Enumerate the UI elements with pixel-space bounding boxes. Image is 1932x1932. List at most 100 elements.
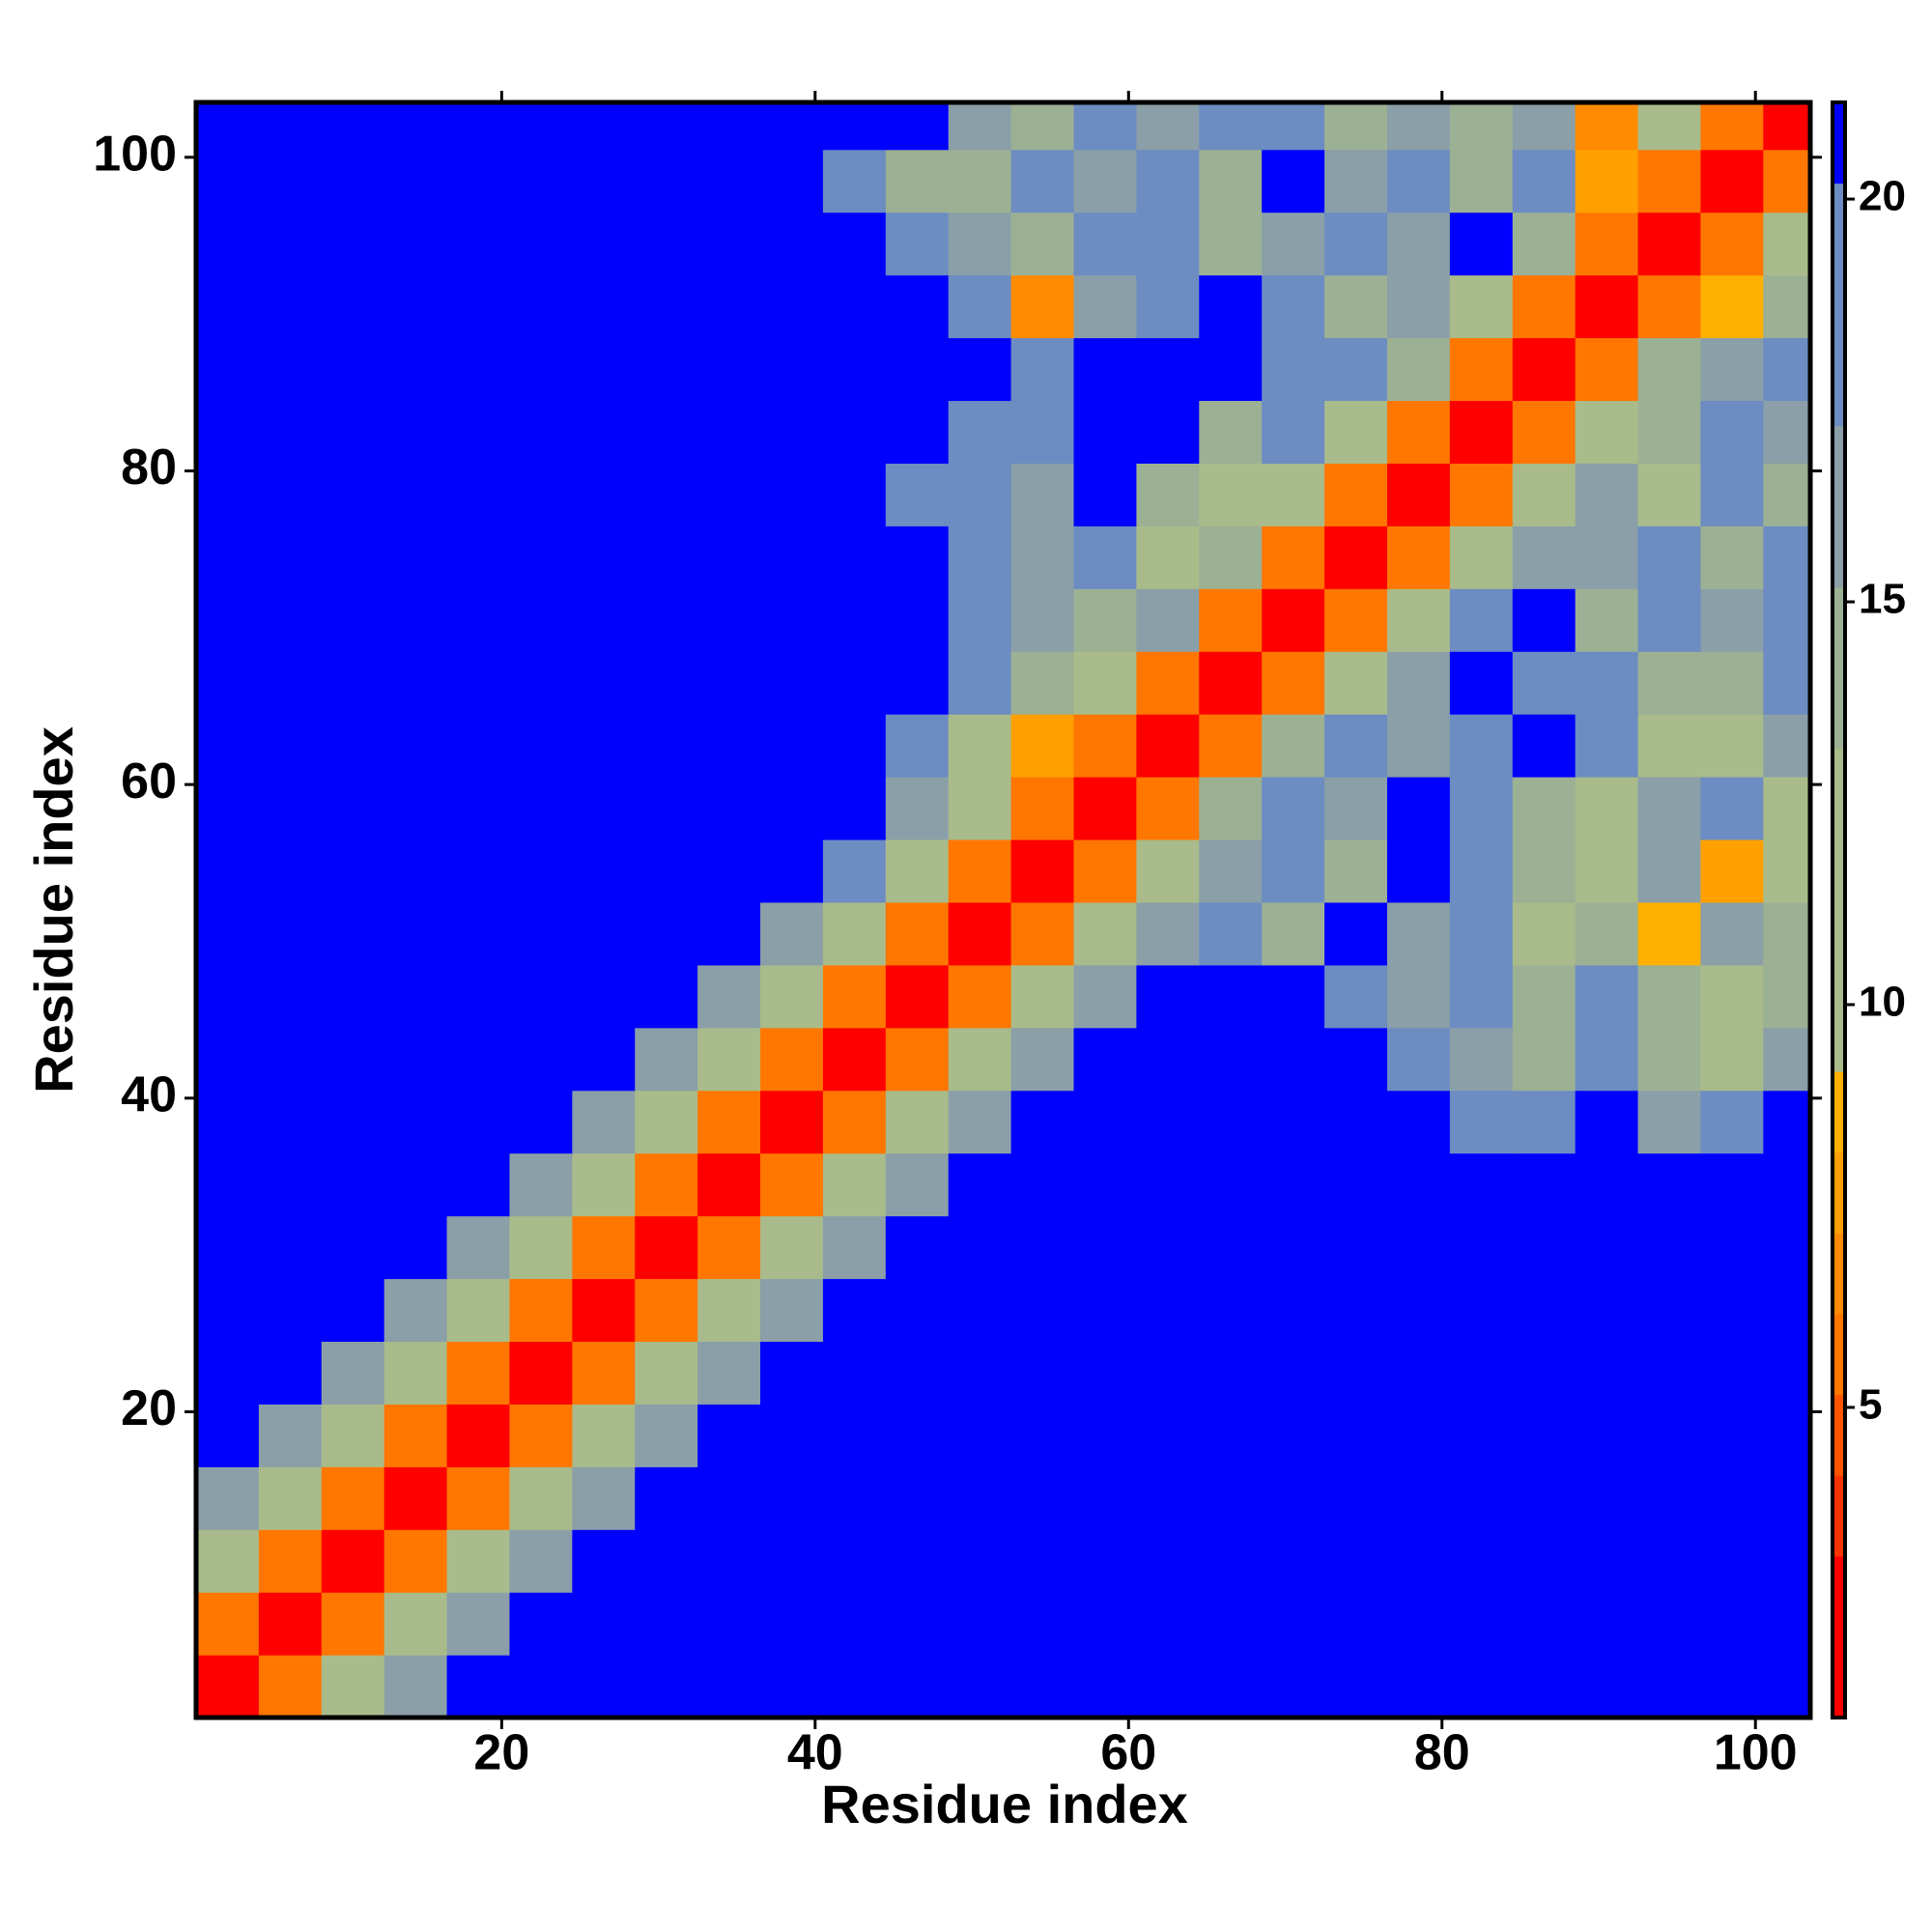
heatmap-cell	[384, 1278, 448, 1343]
heatmap-cell	[1324, 714, 1388, 778]
heatmap-cell	[321, 1215, 385, 1280]
heatmap-cell	[384, 1341, 448, 1405]
heatmap-cell	[1073, 1529, 1137, 1593]
heatmap-cell	[1700, 588, 1764, 652]
heatmap-cell	[1010, 1655, 1075, 1718]
heatmap-cell	[1700, 1152, 1764, 1217]
heatmap-cell	[1763, 1278, 1810, 1343]
heatmap-cell	[1136, 838, 1200, 903]
heatmap-cell	[760, 1592, 824, 1656]
heatmap-cell	[1512, 1090, 1577, 1154]
heatmap-cell	[321, 1655, 385, 1718]
heatmap-cell	[258, 1404, 323, 1467]
heatmap-cell	[1700, 1529, 1764, 1593]
heatmap-cell	[572, 1655, 636, 1718]
heatmap-cell	[384, 337, 448, 402]
heatmap-cell	[384, 1090, 448, 1154]
heatmap-cell	[384, 1529, 448, 1593]
heatmap-cell	[509, 1027, 573, 1092]
heatmap-cell	[1637, 651, 1702, 715]
heatmap-cell	[1575, 651, 1639, 715]
heatmap-cell	[321, 714, 385, 778]
heatmap-cell	[1010, 1529, 1075, 1593]
heatmap-cell	[1386, 102, 1451, 151]
heatmap-cell	[635, 1027, 698, 1092]
heatmap-cell	[1199, 1529, 1263, 1593]
heatmap-cell	[697, 588, 761, 652]
heatmap-cell	[1449, 1466, 1514, 1530]
heatmap-cell	[572, 714, 636, 778]
heatmap-cell	[321, 1152, 385, 1217]
heatmap-cell	[1136, 1215, 1200, 1280]
heatmap-cell	[1262, 400, 1325, 464]
heatmap-cell	[1073, 102, 1137, 151]
heatmap-cell	[1262, 1152, 1325, 1217]
heatmap-cell	[885, 1655, 950, 1718]
heatmap-cell	[822, 1215, 887, 1280]
heatmap-cell	[1199, 1466, 1263, 1530]
heatmap-cell	[948, 212, 1012, 276]
heatmap-cell	[1136, 777, 1200, 840]
heatmap-cell	[1449, 400, 1514, 464]
heatmap-cell	[1575, 1466, 1639, 1530]
heatmap-cell	[509, 901, 573, 966]
colorbar-segment	[1833, 344, 1845, 426]
heatmap-cell	[885, 1152, 950, 1217]
heatmap-cell	[1010, 1341, 1075, 1405]
heatmap-cell	[1763, 1404, 1810, 1467]
heatmap-cell	[1073, 1215, 1137, 1280]
heatmap-cell	[1199, 1027, 1263, 1092]
heatmap-cell	[1073, 212, 1137, 276]
heatmap-cell	[196, 1278, 260, 1343]
heatmap-cell	[1324, 651, 1388, 715]
heatmap-cell	[1136, 337, 1200, 402]
heatmap-cell	[1386, 838, 1451, 903]
heatmap-cell	[1136, 102, 1200, 151]
heatmap-cell	[1386, 1655, 1451, 1718]
heatmap-cell	[1324, 149, 1388, 213]
heatmap-cell	[1199, 526, 1263, 589]
colorbar-segment	[1833, 1636, 1845, 1719]
heatmap-cell	[635, 1215, 698, 1280]
heatmap-cell	[1512, 1278, 1577, 1343]
heatmap-cell	[948, 1466, 1012, 1530]
heatmap-cell	[1449, 102, 1514, 151]
heatmap-cell	[885, 964, 950, 1029]
heatmap-cell	[1637, 463, 1702, 526]
heatmap-cell	[1449, 274, 1514, 339]
heatmap-cell	[1136, 274, 1200, 339]
heatmap-cell	[1575, 1404, 1639, 1467]
heatmap-cell	[635, 102, 698, 151]
heatmap-cell	[635, 526, 698, 589]
heatmap-cell	[760, 102, 824, 151]
y-tick-label: 40	[121, 1067, 177, 1123]
heatmap-cell	[635, 212, 698, 276]
heatmap-cell	[196, 651, 260, 715]
heatmap-cell	[1386, 1215, 1451, 1280]
heatmap-cell	[384, 526, 448, 589]
heatmap-cell	[1199, 964, 1263, 1029]
heatmap-cell	[1073, 777, 1137, 840]
colorbar-segment	[1833, 829, 1845, 911]
heatmap-cell	[1073, 651, 1137, 715]
heatmap-cell	[1512, 1152, 1577, 1217]
heatmap-cell	[1449, 212, 1514, 276]
heatmap-cell	[822, 400, 887, 464]
heatmap-cell	[258, 964, 323, 1029]
heatmap-cell	[384, 588, 448, 652]
heatmap-cell	[1512, 526, 1577, 589]
heatmap-cell	[1700, 1215, 1764, 1280]
heatmap-cell	[1637, 102, 1702, 151]
heatmap-cell	[384, 463, 448, 526]
heatmap-cell	[1763, 102, 1810, 151]
heatmap-cell	[948, 901, 1012, 966]
heatmap-cell	[258, 1090, 323, 1154]
heatmap-cell	[1073, 337, 1137, 402]
heatmap-cell	[1700, 526, 1764, 589]
heatmap-cell	[258, 651, 323, 715]
heatmap-cell	[1763, 838, 1810, 903]
heatmap-cell	[822, 526, 887, 589]
heatmap-cell	[258, 588, 323, 652]
heatmap-cell	[1262, 964, 1325, 1029]
heatmap-cell	[635, 1152, 698, 1217]
